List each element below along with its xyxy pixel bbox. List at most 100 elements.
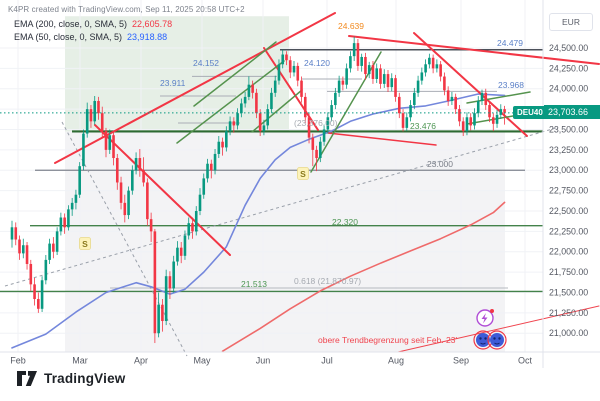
candle-body: [307, 117, 311, 138]
price-label: 24.479: [497, 38, 523, 48]
candles: [10, 36, 506, 344]
last-price-badge: 23,703.66: [544, 105, 600, 119]
candle-body: [386, 74, 390, 88]
candle-body: [183, 235, 187, 256]
candle-body: [292, 65, 296, 73]
price-tick-label[interactable]: 24,000.00: [549, 84, 588, 94]
candle-body: [288, 60, 292, 73]
price-tick-label[interactable]: 22,250.00: [549, 226, 588, 236]
candle-body: [104, 131, 108, 150]
candle-body: [401, 113, 405, 128]
trendline[interactable]: [413, 32, 528, 137]
price-label: 23.476: [410, 121, 436, 131]
price-tick-label[interactable]: 21,250.00: [549, 308, 588, 318]
candle-body: [488, 105, 491, 118]
trendline[interactable]: [176, 60, 285, 144]
candle-body: [213, 153, 217, 171]
candle-body: [63, 217, 66, 228]
candle-body: [157, 304, 160, 334]
stickers[interactable]: [473, 309, 507, 350]
candle-body: [469, 117, 473, 126]
candle-body: [420, 72, 424, 81]
trendline[interactable]: [348, 35, 600, 65]
tradingview-logo-icon: [17, 371, 37, 386]
candle-body: [191, 223, 194, 232]
legend-ema50-row[interactable]: EMA (50, close, 0, SMA, 5) 23,918.88: [14, 31, 172, 44]
candle-body: [52, 243, 55, 252]
candle-body: [138, 158, 142, 171]
candle-body: [112, 135, 115, 159]
time-tick-label[interactable]: Jul: [321, 356, 333, 366]
time-tick-label[interactable]: Oct: [518, 356, 533, 366]
blue-emoji-icon[interactable]: [476, 333, 490, 347]
trendline[interactable]: [54, 12, 336, 164]
candle-body: [119, 182, 123, 203]
time-tick-label[interactable]: Apr: [134, 356, 148, 366]
candle-body: [115, 158, 119, 183]
candle-body: [225, 131, 228, 148]
time-tick-label[interactable]: Jun: [256, 356, 271, 366]
candle-body: [390, 78, 394, 88]
time-tick-label[interactable]: Feb: [10, 356, 26, 366]
candle-body: [379, 68, 382, 84]
emoji-eye: [479, 337, 482, 340]
emoji-eye: [484, 337, 487, 340]
trendline[interactable]: [397, 305, 600, 353]
legend-ema200-label: EMA (200, close, 0, SMA, 5): [14, 19, 128, 29]
candle-body: [443, 76, 446, 91]
candle-body: [337, 80, 341, 93]
candle-body: [454, 96, 457, 110]
trendline[interactable]: [327, 132, 437, 146]
candle-body: [480, 92, 484, 101]
candle-body: [164, 276, 168, 322]
zap-glyph-icon: [481, 313, 488, 324]
emoji-eye: [498, 337, 501, 340]
candle-body: [29, 263, 33, 285]
time-tick-label[interactable]: Aug: [388, 356, 404, 366]
candle-body: [296, 65, 300, 81]
candle-body: [153, 231, 157, 334]
ema-50-line: [11, 93, 506, 349]
price-tick-label[interactable]: 23,250.00: [549, 145, 588, 155]
indicator-legend[interactable]: EMA (200, close, 0, SMA, 5) 22,605.78 EMA…: [14, 18, 172, 44]
axes[interactable]: 24,500.0024,250.0024,000.0023,750.0023,5…: [0, 0, 600, 368]
candle-body: [149, 219, 153, 232]
blue-emoji-icon[interactable]: [490, 333, 504, 347]
symbol-badge: DEU40: [513, 106, 547, 119]
s-marker-label: S: [82, 239, 88, 249]
price-tick-label[interactable]: 21,000.00: [549, 328, 588, 338]
price-tick-label[interactable]: 24,250.00: [549, 63, 588, 73]
candle-body: [161, 304, 164, 322]
time-tick-label[interactable]: Mar: [72, 356, 88, 366]
legend-ema200-row[interactable]: EMA (200, close, 0, SMA, 5) 22,605.78: [14, 18, 172, 31]
candle-body: [311, 137, 315, 150]
drawn-trendlines[interactable]: [54, 12, 600, 353]
price-tick-label[interactable]: 22,500.00: [549, 206, 588, 216]
candle-body: [349, 56, 352, 69]
tradingview-logo[interactable]: TradingView: [16, 370, 125, 387]
price-tick-label[interactable]: 22,750.00: [549, 186, 588, 196]
currency-box[interactable]: EUR: [549, 13, 593, 31]
trendline[interactable]: [193, 41, 277, 107]
candle-body: [364, 56, 367, 75]
time-tick-label[interactable]: Sep: [453, 356, 469, 366]
candle-body: [25, 245, 29, 264]
price-tick-label[interactable]: 21,500.00: [549, 287, 588, 297]
price-tick-label[interactable]: 22,000.00: [549, 247, 588, 257]
price-tick-label[interactable]: 23,500.00: [549, 124, 588, 134]
price-tick-label[interactable]: 24,500.00: [549, 43, 588, 53]
candle-body: [461, 121, 465, 132]
candle-body: [131, 170, 134, 191]
trendline[interactable]: [94, 124, 231, 256]
candle-body: [431, 57, 435, 69]
price-tick-label[interactable]: 21,750.00: [549, 267, 588, 277]
price-label: 24.639: [338, 21, 364, 31]
time-tick-label[interactable]: May: [193, 356, 211, 366]
candle-body: [67, 209, 70, 228]
price-labels: 24.639 24.479 24.152 23.911 24.120 23.968 23.4…: [160, 21, 524, 289]
notification-dot-icon: [490, 309, 494, 313]
price-tick-label[interactable]: 23,000.00: [549, 165, 588, 175]
candle-body: [146, 182, 149, 220]
emoji-mouth: [494, 342, 500, 345]
